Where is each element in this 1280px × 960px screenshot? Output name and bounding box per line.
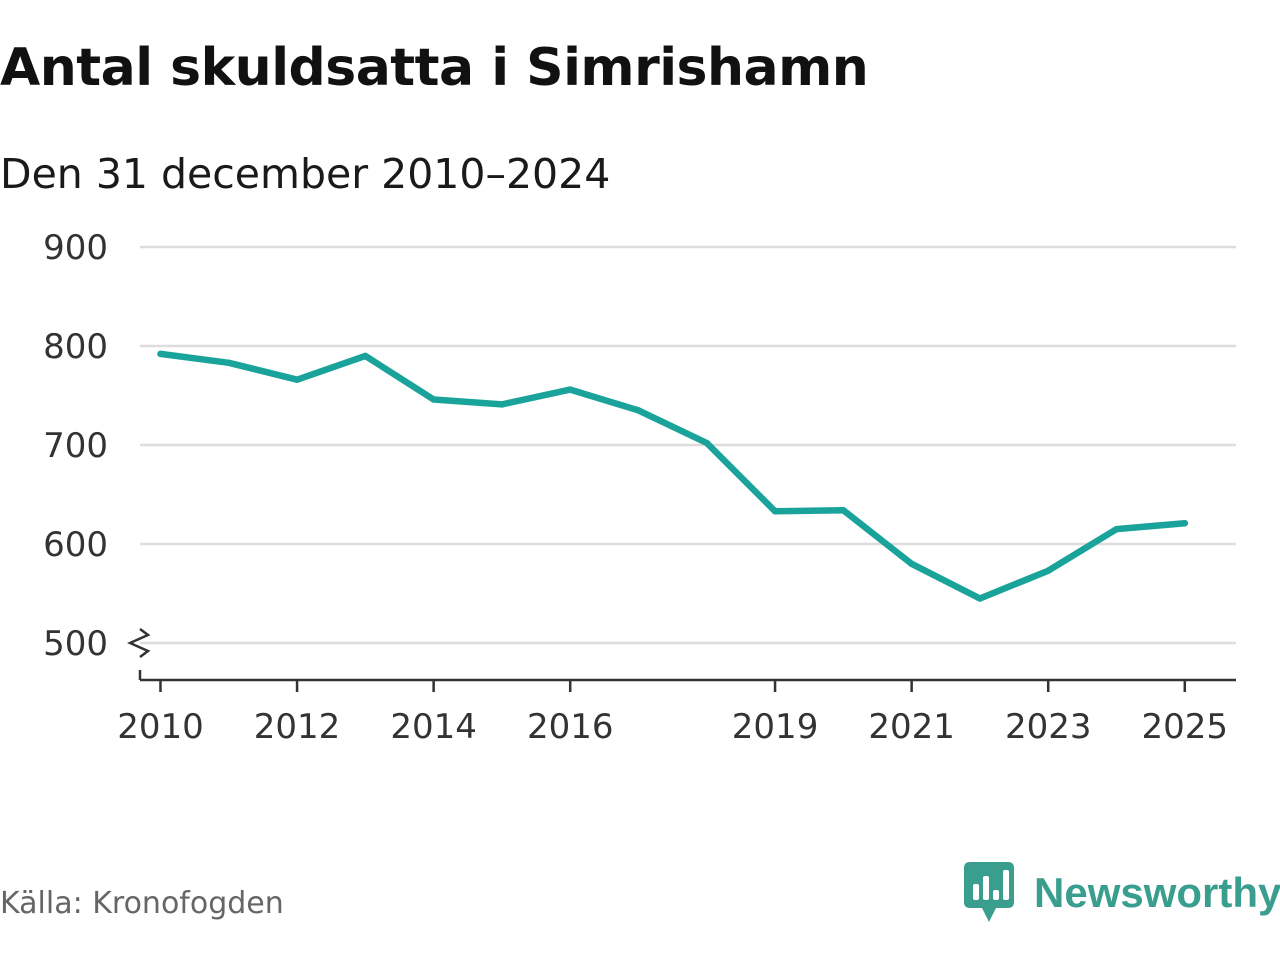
chart-subtitle: Den 31 december 2010–2024: [0, 150, 611, 198]
data-point: [840, 507, 847, 514]
data-point: [771, 508, 779, 515]
x-tick-label: 2025: [1142, 707, 1229, 747]
data-point: [976, 595, 984, 602]
y-tick-label: 600: [43, 525, 108, 565]
data-point: [225, 359, 232, 367]
x-tick-label: 2019: [732, 707, 819, 747]
brand[interactable]: Newsworthy: [964, 862, 1280, 924]
data-point: [703, 439, 710, 447]
y-tick-label: 800: [43, 327, 108, 367]
y-tick-label: 900: [43, 228, 108, 268]
data-point: [293, 376, 301, 383]
data-point: [498, 401, 506, 408]
x-tick-label: 2023: [1005, 707, 1092, 747]
x-tick-label: 2021: [868, 707, 955, 747]
source-label: Källa: Kronofogden: [0, 886, 284, 921]
data-point: [157, 350, 164, 358]
brand-name: Newsworthy: [1034, 869, 1280, 916]
data-point: [635, 407, 642, 414]
series-line: [157, 350, 1189, 602]
data-point: [1045, 567, 1052, 574]
x-tick-label: 2012: [254, 707, 341, 747]
x-axis: 2010 2012 2014 2016 2019 2021 2023 2025: [117, 670, 1236, 747]
axis-break-marker: [126, 628, 151, 658]
data-point: [362, 352, 369, 360]
y-axis: 500 600 700 800 900: [43, 228, 151, 664]
y-tick-label: 500: [43, 624, 108, 664]
data-point: [430, 396, 437, 403]
newsworthy-logo-icon: [964, 862, 1014, 922]
x-tick-label: 2016: [527, 707, 614, 747]
gridlines: [140, 245, 1236, 645]
x-tick-label: 2014: [390, 707, 477, 747]
chart-title: Antal skuldsatta i Simrishamn: [0, 38, 869, 98]
data-point: [908, 560, 915, 567]
data-point: [567, 386, 574, 393]
data-point: [1181, 520, 1188, 527]
y-tick-label: 700: [43, 426, 108, 466]
x-tick-label: 2010: [117, 707, 204, 747]
data-point: [1113, 525, 1120, 533]
series-group: [157, 350, 1189, 602]
